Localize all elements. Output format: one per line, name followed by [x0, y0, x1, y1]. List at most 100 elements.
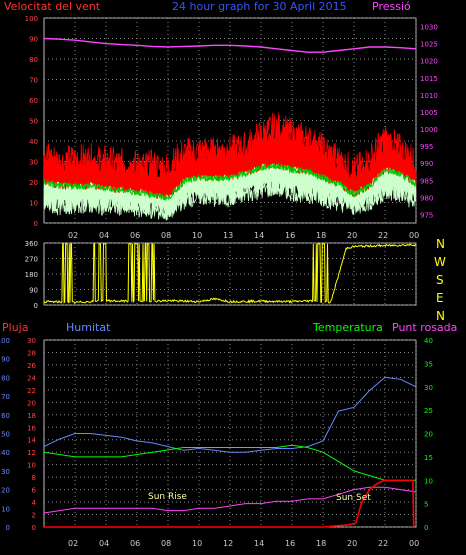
temperature-y-tick-label: 40: [424, 337, 433, 345]
humidity-y-tick-label: 30: [1, 468, 10, 476]
pressure-y-tick-label: 1000: [420, 126, 438, 134]
direction-y-tick-label: 180: [25, 271, 38, 279]
climate-x-tick-label: 16: [285, 539, 295, 548]
chart-title: 24 hour graph for 30 April 2015: [172, 0, 347, 13]
wind-y-tick-label: 80: [29, 56, 38, 64]
humidity-y-tick-label: 20: [1, 487, 10, 495]
rain-y-tick-label: 16: [27, 424, 36, 432]
wind-y-tick-label: 20: [29, 179, 38, 187]
gust-spikes-series: [43, 112, 417, 189]
rain-y-tick-label: 20: [27, 399, 36, 407]
pressure-label: Pressió: [372, 0, 411, 13]
humidity-y-tick-label: 10: [1, 505, 10, 513]
pressure-y-tick-label: 1025: [420, 41, 438, 49]
rain-label: Pluja: [2, 321, 28, 334]
min-wind-series: [43, 179, 417, 221]
humidity-label: Humitat: [66, 321, 111, 334]
dir-letter-n-bottom: N: [436, 309, 445, 323]
direction-y-tick-label: 90: [29, 287, 38, 295]
temperature-y-tick-label: 35: [424, 360, 433, 368]
wind-x-tick-label: 18: [316, 231, 326, 240]
temperature-y-tick-label: 0: [424, 524, 428, 532]
pressure-y-tick-label: 1030: [420, 24, 438, 32]
direction-y-tick-label: 360: [25, 240, 38, 248]
temperature-y-tick-label: 5: [424, 501, 428, 509]
climate-x-tick-label: 18: [316, 539, 326, 548]
wind-speed-area: [44, 163, 416, 221]
rain-series: [44, 479, 415, 528]
pressure-y-tick-label: 985: [420, 177, 433, 185]
sunset-annotation: Sun Set: [336, 493, 371, 503]
dew-point-label: Punt rosada: [392, 321, 457, 334]
wind-y-tick-label: 30: [29, 159, 38, 167]
dir-letter-s: S: [436, 273, 444, 287]
temperature-y-tick-label: 30: [424, 384, 433, 392]
climate-x-tick-label: 14: [254, 539, 264, 548]
humidity-series: [43, 376, 417, 453]
temperature-y-tick-label: 20: [424, 431, 433, 439]
rain-y-tick-label: 4: [32, 499, 37, 507]
humidity-y-tick-label: 50: [1, 431, 10, 439]
dir-letter-n-top: N: [436, 237, 445, 251]
rain-y-tick-label: 10: [27, 462, 36, 470]
humidity-y-tick-label: 0: [6, 524, 10, 532]
pressure-y-tick-label: 1020: [420, 58, 438, 66]
temperature-y-tick-label: 25: [424, 407, 433, 415]
rain-y-tick-label: 22: [27, 387, 36, 395]
direction-series: [43, 243, 417, 304]
rain-y-tick-label: 24: [27, 374, 36, 382]
wind-y-tick-label: 0: [34, 220, 38, 228]
rain-y-tick-label: 6: [32, 487, 37, 495]
pressure-y-tick-label: 1005: [420, 109, 438, 117]
wind-x-tick-label: 00: [409, 231, 419, 240]
avg-wind-series: [43, 162, 416, 201]
wind-y-tick-label: 100: [25, 15, 38, 23]
pressure-y-tick-label: 990: [420, 160, 433, 168]
wind-y-tick-label: 90: [29, 36, 38, 44]
temperature-series: [43, 444, 416, 481]
dir-letter-e: E: [436, 291, 444, 305]
pressure-y-tick-label: 980: [420, 194, 433, 202]
wind-x-tick-label: 14: [254, 231, 264, 240]
climate-x-tick-label: 00: [409, 539, 419, 548]
climate-x-tick-label: 08: [161, 539, 171, 548]
dew-point-series: [43, 486, 417, 514]
pressure-y-tick-label: 1015: [420, 75, 438, 83]
pressure-y-tick-label: 1010: [420, 92, 438, 100]
climate-x-tick-label: 06: [130, 539, 140, 548]
humidity-y-tick-label: 60: [1, 412, 10, 420]
temperature-y-tick-label: 10: [424, 477, 433, 485]
wind-y-tick-label: 40: [29, 138, 38, 146]
rain-y-tick-label: 0: [32, 524, 36, 532]
wind-x-tick-label: 20: [347, 231, 357, 240]
humidity-y-tick-label: 90: [1, 356, 10, 364]
direction-y-tick-label: 0: [34, 302, 38, 310]
sunrise-annotation: Sun Rise: [148, 492, 187, 502]
climate-x-tick-label: 10: [192, 539, 202, 548]
rain-y-tick-label: 28: [27, 349, 36, 357]
climate-x-tick-label: 04: [99, 539, 109, 548]
humidity-y-tick-label: 100: [0, 337, 10, 345]
pressure-y-tick-label: 995: [420, 143, 433, 151]
wind-x-tick-label: 04: [99, 231, 109, 240]
temperature-y-tick-label: 15: [424, 454, 433, 462]
wind-x-tick-label: 08: [161, 231, 171, 240]
climate-x-tick-label: 22: [378, 539, 388, 548]
humidity-y-tick-label: 80: [1, 374, 10, 382]
rain-y-tick-label: 12: [27, 449, 36, 457]
wind-y-tick-label: 60: [29, 97, 38, 105]
pressure-series: [43, 37, 417, 53]
wind-x-tick-label: 02: [68, 231, 78, 240]
wind-x-tick-label: 22: [378, 231, 388, 240]
wind-y-tick-label: 70: [29, 77, 38, 85]
wind-x-tick-label: 13: [223, 231, 233, 240]
pressure-y-tick-label: 975: [420, 211, 433, 219]
climate-x-tick-label: 20: [347, 539, 357, 548]
climate-x-tick-label: 12: [223, 539, 233, 548]
rain-y-tick-label: 30: [27, 337, 36, 345]
rain-y-tick-label: 2: [32, 512, 36, 520]
humidity-y-tick-label: 40: [1, 449, 10, 457]
dir-letter-w: W: [434, 255, 446, 269]
wind-y-tick-label: 10: [29, 200, 38, 208]
